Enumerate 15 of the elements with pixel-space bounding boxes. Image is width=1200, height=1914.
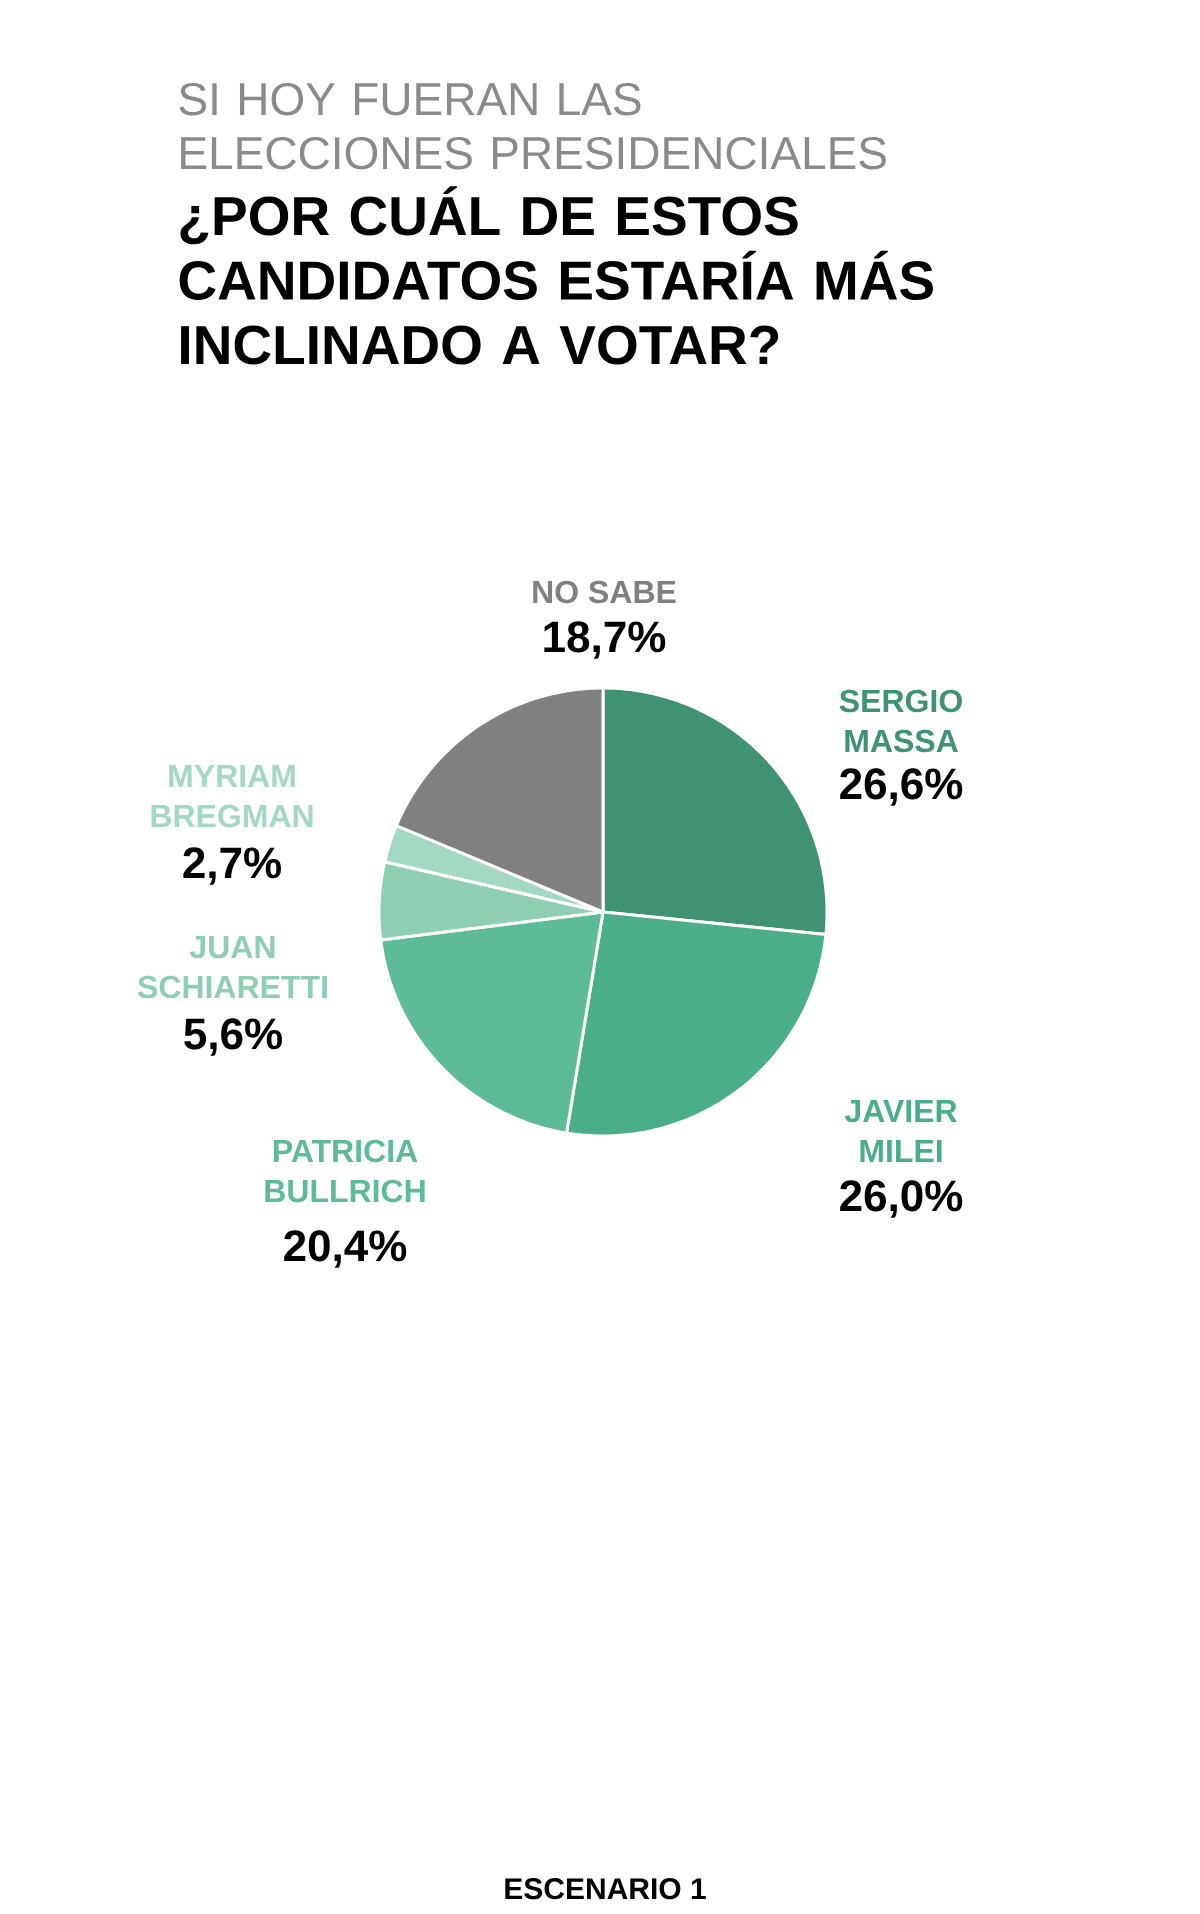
chart-subtitle: SI HOY FUERAN LAS ELECCIONES PRESIDENCIALES (179, 82, 886, 170)
slice-label: MYRIAM BREGMAN (151, 764, 313, 828)
slice-label: JAVIER MILEI (844, 1099, 957, 1163)
data-label: 2,7% (183, 847, 281, 885)
slice-label: NO SABE (533, 580, 676, 604)
text: ESCENARIO 1 (505, 1878, 706, 1900)
data-label: 26,6% (840, 768, 963, 806)
data-label: 20,4% (284, 1230, 407, 1268)
data-label: 5,6% (184, 1018, 282, 1056)
slice-label: JUAN SCHIARETTI (137, 935, 327, 999)
slice-label: SERGIO MASSA (839, 689, 962, 753)
slice-label: PATRICIA BULLRICH (265, 1139, 425, 1203)
data-label: 18,7% (544, 621, 666, 659)
data-label: 26,0% (840, 1180, 963, 1218)
chart-title: ¿POR CUÁL DE ESTOS CANDIDATOS ESTARÍA MÁS INCLINADO A VOTAR? (179, 186, 933, 365)
